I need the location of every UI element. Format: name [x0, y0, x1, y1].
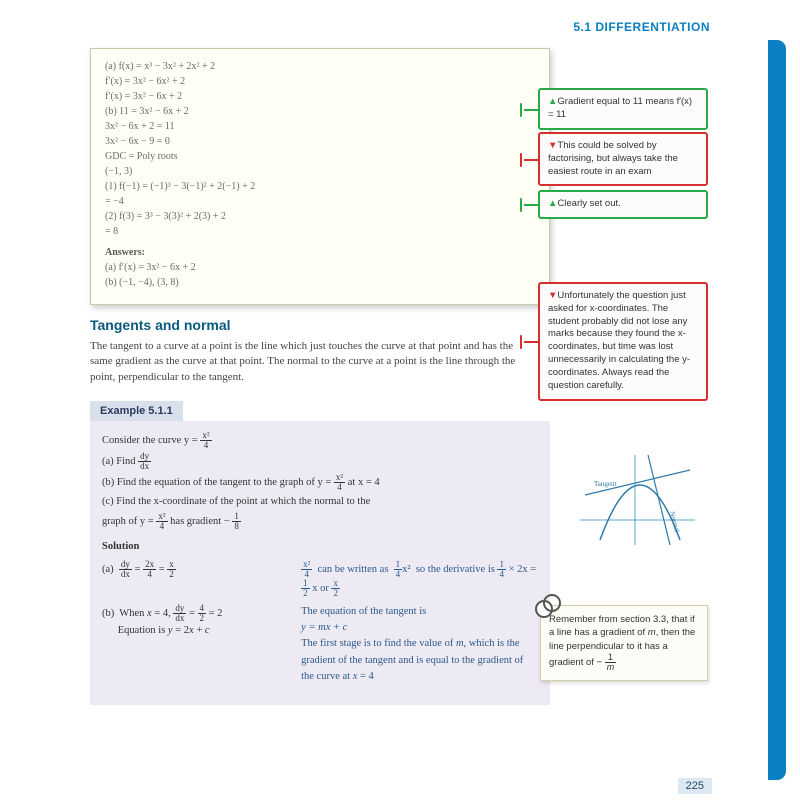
worked-line: 3x² − 6x + 2 = 11: [105, 119, 535, 134]
callout-factorising: This could be solved by factorising, but…: [538, 132, 708, 186]
solution-b: (b) When x = 4, dydx = 42 = 2 Equation i…: [102, 604, 538, 685]
answers-label: Answers:: [105, 245, 535, 260]
callout-text: Gradient equal to 11 means f′(x) = 11: [548, 96, 692, 120]
example-box: Consider the curve y = x²4 (a) Find dydx…: [90, 421, 550, 705]
callout-text: This could be solved by factorising, but…: [548, 140, 678, 177]
worked-line: GDC = Poly roots: [105, 149, 535, 164]
worked-line: 3x² − 6x − 9 = 0: [105, 134, 535, 149]
example-qc-2: graph of y = x²4 has gradient − 18: [102, 512, 538, 531]
triangle-up-icon: [548, 96, 557, 107]
example-qb: (b) Find the equation of the tangent to …: [102, 473, 538, 492]
callout-text: Unfortunately the question just asked fo…: [548, 290, 690, 391]
example-qa: (a) Find dydx: [102, 452, 538, 471]
example-qc: (c) Find the x-coordinate of the point a…: [102, 494, 538, 510]
page: 5.1 DIFFERENTIATION (a) f(x) = x³ − 3x² …: [50, 0, 750, 800]
diagram-normal-label: Normal: [668, 511, 681, 534]
solution-a: (a) dydx = 2x4 = x2 x²4 can be written a…: [102, 560, 538, 598]
text: has gradient −: [170, 516, 230, 527]
triangle-down-icon: [548, 140, 557, 151]
solution-label: Solution: [102, 539, 538, 555]
sol-right: x²4 can be written as 14x² so the deriva…: [301, 560, 538, 598]
callout-clearly-set: Clearly set out.: [538, 190, 708, 219]
text: (b) Find the equation of the tangent to …: [102, 477, 334, 488]
text: m: [648, 627, 656, 638]
sol-left: (a) dydx = 2x4 = x2: [102, 560, 285, 598]
worked-line: (a) f(x) = x³ − 3x² + 2x² + 2: [105, 59, 535, 74]
diagram-tangent-label: Tangent: [594, 480, 617, 488]
worked-line: f′(x) = 3x² − 6x + 2: [105, 89, 535, 104]
worked-line: = −4: [105, 194, 535, 209]
worked-line: f′(x) = 3x² − 6x² + 2: [105, 74, 535, 89]
answer-line: (b) (−1, −4), (3, 8): [105, 275, 535, 290]
sol-left: (b) When x = 4, dydx = 42 = 2 Equation i…: [102, 604, 285, 685]
callout-read-question: Unfortunately the question just asked fo…: [538, 282, 708, 401]
callout-gradient-11: Gradient equal to 11 means f′(x) = 11: [538, 88, 708, 130]
triangle-up-icon: [548, 198, 557, 209]
worked-line: (1) f(−1) = (−1)³ − 3(−1)² + 2(−1) + 2: [105, 179, 535, 194]
callout-text: Clearly set out.: [557, 198, 620, 209]
answer-line: (a) f′(x) = 3x² − 6x + 2: [105, 260, 535, 275]
remember-callout: Remember from section 3.3, that if a lin…: [540, 605, 708, 681]
sol-right: The equation of the tangent isy = mx + c…: [301, 604, 538, 685]
worked-line: = 8: [105, 224, 535, 239]
worked-line: (2) f(3) = 3³ − 3(3)² + 2(3) + 2: [105, 209, 535, 224]
text: at x = 4: [348, 477, 380, 488]
example-label: Example 5.1.1: [90, 401, 183, 421]
text: (a) Find: [102, 456, 138, 467]
page-edge-tab: [768, 40, 786, 780]
section-body: The tangent to a curve at a point is the…: [90, 339, 530, 385]
chapter-header: 5.1 DIFFERENTIATION: [50, 0, 750, 42]
text: Consider the curve y =: [102, 435, 200, 446]
example-intro: Consider the curve y = x²4: [102, 431, 538, 450]
worked-line: (−1, 3): [105, 164, 535, 179]
worked-line: (b) 11 = 3x² − 6x + 2: [105, 104, 535, 119]
triangle-down-icon: [548, 290, 557, 301]
page-number: 225: [678, 778, 712, 794]
link-icon: [535, 600, 553, 618]
worked-solution-box: (a) f(x) = x³ − 3x² + 2x² + 2 f′(x) = 3x…: [90, 48, 550, 305]
text: graph of y =: [102, 516, 156, 527]
tangent-normal-diagram: Tangent Normal: [570, 450, 700, 550]
